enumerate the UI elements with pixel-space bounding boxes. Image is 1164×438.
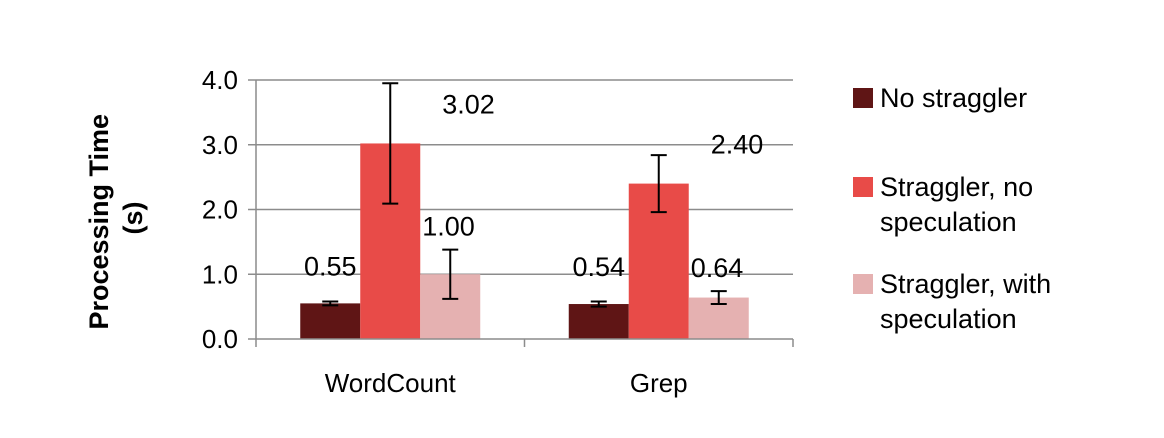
y-tick-label: 4.0: [202, 65, 238, 95]
data-label: 1.00: [422, 212, 475, 242]
y-tick-label: 2.0: [202, 195, 238, 225]
legend-swatch: [853, 88, 873, 108]
legend-label: No straggler: [880, 83, 1027, 113]
legend-label: Straggler, with: [880, 269, 1051, 299]
y-tick-label: 3.0: [202, 130, 238, 160]
legend-label: Straggler, no: [880, 172, 1033, 202]
x-tick-label: Grep: [630, 368, 688, 398]
data-label: 0.64: [691, 253, 744, 283]
data-labels: 0.55 0.54 3.02 2.40 1.00 0.64: [304, 89, 763, 283]
legend-swatch: [853, 177, 873, 197]
bar: [300, 303, 361, 339]
y-tick-label: 1.0: [202, 259, 238, 289]
bar: [568, 304, 629, 339]
gridlines: [256, 79, 793, 275]
y-axis-title-line-2: (s): [118, 202, 148, 235]
y-tick-label: 0.0: [202, 324, 238, 354]
axes: [248, 79, 794, 347]
data-label: 0.55: [304, 251, 357, 281]
y-axis-title-line-1: Processing Time: [84, 114, 114, 330]
error-bars: [322, 82, 727, 308]
x-tick-label: WordCount: [325, 368, 457, 398]
legend-label: speculation: [880, 304, 1017, 334]
bars: [300, 143, 749, 339]
data-label: 0.54: [572, 252, 625, 282]
data-label: 3.02: [442, 89, 495, 119]
data-label: 2.40: [711, 130, 764, 160]
legend-swatch: [853, 274, 873, 294]
legend: No straggler Straggler, no speculation Stra…: [853, 83, 1051, 334]
tick-labels: 0.0 1.0 2.0 3.0 4.0 WordCount Grep: [202, 65, 688, 398]
y-axis-title: Processing Time (s): [84, 106, 148, 329]
legend-label: speculation: [880, 207, 1017, 237]
